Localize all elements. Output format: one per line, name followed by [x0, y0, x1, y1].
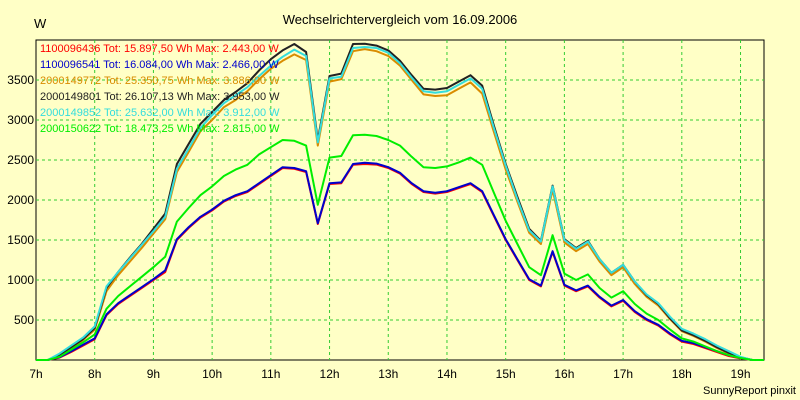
series-line-2000149772: [36, 48, 764, 361]
y-tick-label: 2000: [7, 193, 34, 207]
x-tick-label: 11h: [261, 367, 280, 381]
y-tick-label: 3000: [7, 113, 34, 127]
x-tick-label: 18h: [672, 367, 692, 381]
x-tick-label: 17h: [613, 367, 633, 381]
y-tick-label: 3500: [7, 73, 34, 87]
x-tick-label: 12h: [320, 367, 340, 381]
chart-title: Wechselrichtervergleich vom 16.09.2006: [283, 12, 518, 27]
y-tick-label: 1000: [7, 273, 34, 287]
y-tick-labels: 500 1000 1500 2000 2500 3000 3500: [7, 73, 34, 327]
series-line-1100096541: [36, 161, 764, 361]
series-line-2000149852: [36, 46, 764, 361]
x-tick-label: 10h: [202, 367, 222, 381]
series-line-2000150622: [36, 133, 764, 361]
y-axis-label: W: [34, 16, 47, 31]
grid-lines: [36, 40, 764, 360]
series-line-1100096436: [36, 163, 764, 361]
x-tick-label: 9h: [147, 367, 160, 381]
x-tick-label: 7h: [29, 367, 42, 381]
series-lines: [36, 42, 764, 361]
legend-entry-2000149801: 2000149801 Tot: 26.107,13 Wh Max: 3.953,…: [40, 91, 280, 103]
y-tick-label: 1500: [7, 233, 34, 247]
x-tick-label: 14h: [437, 367, 457, 381]
y-tick-label: 2500: [7, 153, 34, 167]
x-tick-label: 13h: [378, 367, 398, 381]
legend-entry-2000149772: 2000149772 Tot: 25.350,75 Wh Max: 3.886,…: [40, 75, 280, 87]
legend-entry-1100096541: 1100096541 Tot: 16.084,00 Wh Max: 2.466,…: [40, 59, 279, 71]
footer-credit: SunnyReport pinxit: [703, 385, 796, 397]
legend-entry-2000149852: 2000149852 Tot: 25.632,00 Wh Max: 3.912,…: [40, 107, 280, 119]
legend-entry-2000150622: 2000150622 Tot: 18.473,25 Wh Max: 2.815,…: [40, 123, 280, 135]
legend-entry-1100096436: 1100096436 Tot: 15.897,50 Wh Max: 2.443,…: [40, 43, 279, 55]
x-tick-label: 8h: [88, 367, 101, 381]
y-tick-label: 500: [14, 313, 34, 327]
x-tick-labels: 7h 8h 9h 10h 11h 12h 13h 14h 15h 16h 17h 18h 19h: [29, 367, 750, 381]
legend: 1100096436 Tot: 15.897,50 Wh Max: 2.443,…: [40, 43, 280, 135]
x-tick-label: 15h: [496, 367, 516, 381]
x-tick-label: 19h: [731, 367, 751, 381]
x-tick-label: 16h: [554, 367, 574, 381]
